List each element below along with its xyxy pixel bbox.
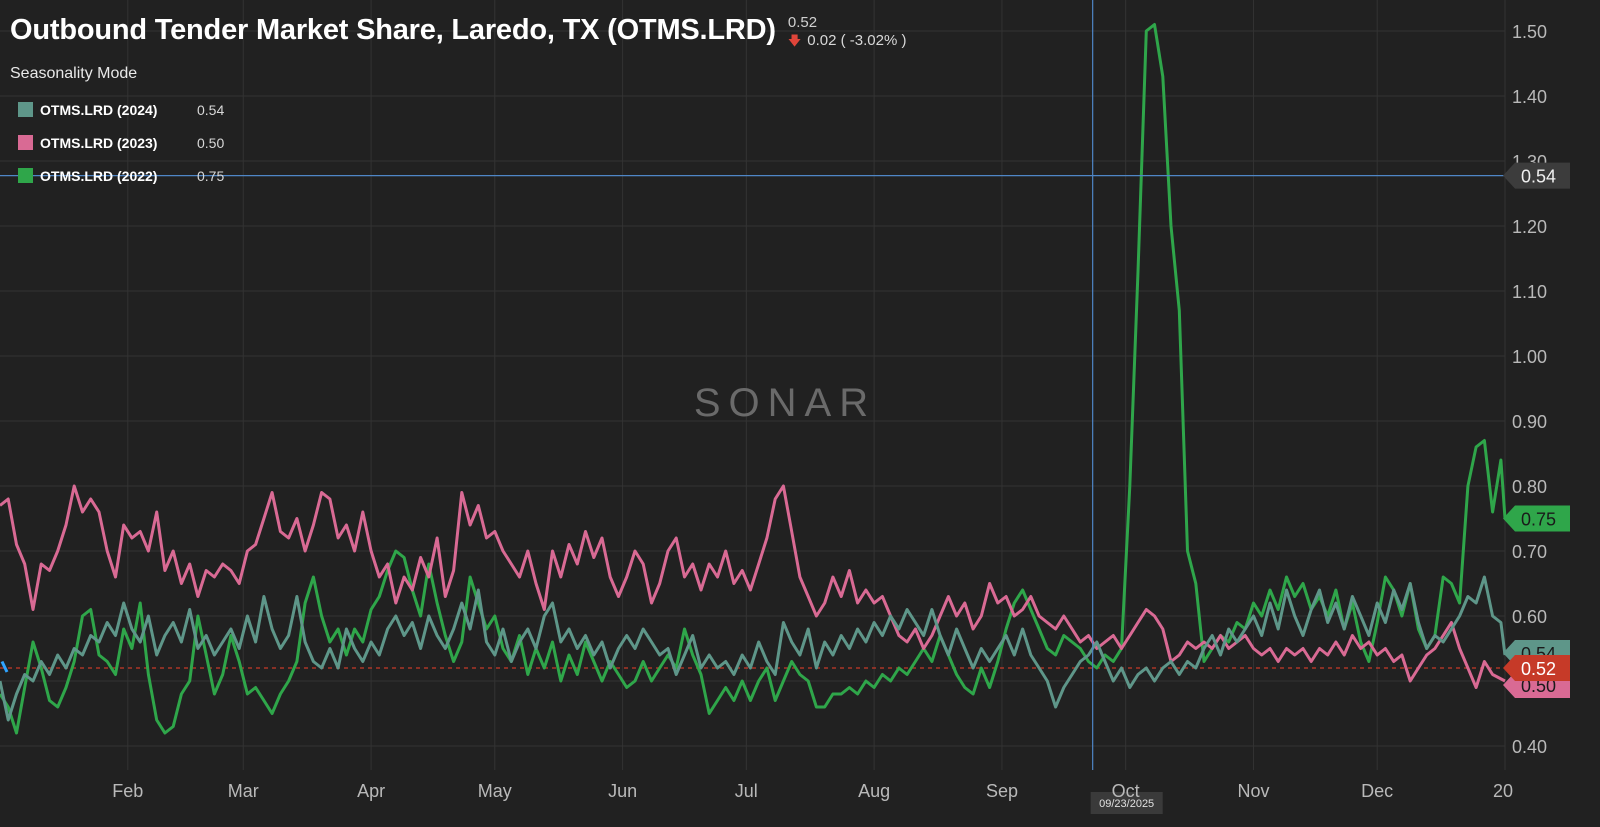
legend-series-value: 0.54 <box>197 101 225 118</box>
legend-series-name: OTMS.LRD (2024) <box>40 101 158 118</box>
chart-title: Outbound Tender Market Share, Laredo, TX… <box>10 14 776 46</box>
x-tick-label: 20 <box>1493 781 1513 801</box>
legend-series-name: OTMS.LRD (2023) <box>40 134 158 151</box>
crosshair-date-box <box>1090 792 1163 814</box>
title-block: Outbound Tender Market Share, Laredo, TX… <box>10 14 906 50</box>
x-tick-label: Apr <box>357 781 385 801</box>
legend-series-name: OTMS.LRD (2022) <box>40 167 158 184</box>
x-tick-label: Feb <box>112 781 143 801</box>
x-tick-label: Oct <box>1112 781 1140 801</box>
x-axis: Feb Mar Apr May Jun Jul Aug Sep Oct Nov Dec 20 <box>112 781 1513 801</box>
sonar-watermark: SONAR <box>694 381 876 425</box>
x-tick-label: Jul <box>735 781 758 801</box>
y-tick-label: 0.70 <box>1512 542 1547 562</box>
tag-reference: 0.52 <box>1503 655 1570 681</box>
crosshair-date-label: 09/23/2025 <box>1099 798 1154 810</box>
legend-swatch <box>18 168 33 183</box>
tag-2022-shape <box>1503 505 1570 532</box>
tag-crosshair-text: 0.54 <box>1521 167 1556 187</box>
value-tags: 0.540.500.520.750.54 <box>0 162 1570 698</box>
series-line-2023 <box>0 484 1506 689</box>
y-tick-label: 0.60 <box>1512 607 1547 627</box>
x-tick-label: Mar <box>228 781 259 801</box>
legend-series-value: 0.50 <box>197 134 225 151</box>
series-line-2022 <box>0 23 1507 735</box>
y-tick-label: 1.00 <box>1512 347 1547 367</box>
y-tick-label: 1.20 <box>1512 217 1547 237</box>
x-tick-label: Jun <box>608 781 637 801</box>
grid <box>0 0 1506 770</box>
left-edge-marker <box>0 660 9 673</box>
legend: OTMS.LRD (2024) 0.54 OTMS.LRD (2023) 0.5… <box>18 93 224 192</box>
y-tick-label: 0.40 <box>1512 737 1547 757</box>
x-tick-label: May <box>478 781 512 801</box>
tag-crosshair-shape <box>1503 162 1570 189</box>
x-tick-label: Aug <box>858 781 890 801</box>
legend-item-2022[interactable]: OTMS.LRD (2022) 0.75 <box>18 159 224 192</box>
tag-2022-text: 0.75 <box>1521 510 1556 530</box>
series-line-2024 <box>0 575 1507 722</box>
series-lines <box>0 23 1507 735</box>
y-tick-label: 1.50 <box>1512 22 1547 42</box>
tag-reference-shape <box>1503 655 1570 681</box>
quote-block: 0.52 🡇 0.02 ( -3.02% ) <box>788 14 907 50</box>
legend-swatch <box>18 102 33 117</box>
crosshair: 09/23/2025 <box>0 0 1535 814</box>
last-value: 0.52 <box>787 14 818 31</box>
tag-reference-text: 0.52 <box>1521 659 1556 679</box>
y-tick-label: 1.10 <box>1512 282 1547 302</box>
legend-swatch <box>18 135 33 150</box>
x-tick-label: Nov <box>1237 781 1269 801</box>
seasonality-mode-label: Seasonality Mode <box>10 65 138 82</box>
legend-item-2023[interactable]: OTMS.LRD (2023) 0.50 <box>18 126 224 159</box>
y-tick-label: 0.80 <box>1512 477 1547 497</box>
arrow-down-icon: 🡇 <box>787 33 802 48</box>
legend-series-value: 0.75 <box>197 167 225 184</box>
tag-2022: 0.75 <box>1503 505 1570 532</box>
tag-crosshair: 0.54 <box>1503 162 1570 189</box>
change-value: 0.02 ( -3.02% ) <box>807 32 907 49</box>
y-tick-label: 1.40 <box>1512 87 1547 107</box>
x-tick-label: Sep <box>986 781 1018 801</box>
legend-item-2024[interactable]: OTMS.LRD (2024) 0.54 <box>18 93 224 126</box>
change-row: 🡇 0.02 ( -3.02% ) <box>788 32 907 50</box>
x-tick-label: Dec <box>1361 781 1393 801</box>
y-tick-label: 0.90 <box>1512 412 1547 432</box>
